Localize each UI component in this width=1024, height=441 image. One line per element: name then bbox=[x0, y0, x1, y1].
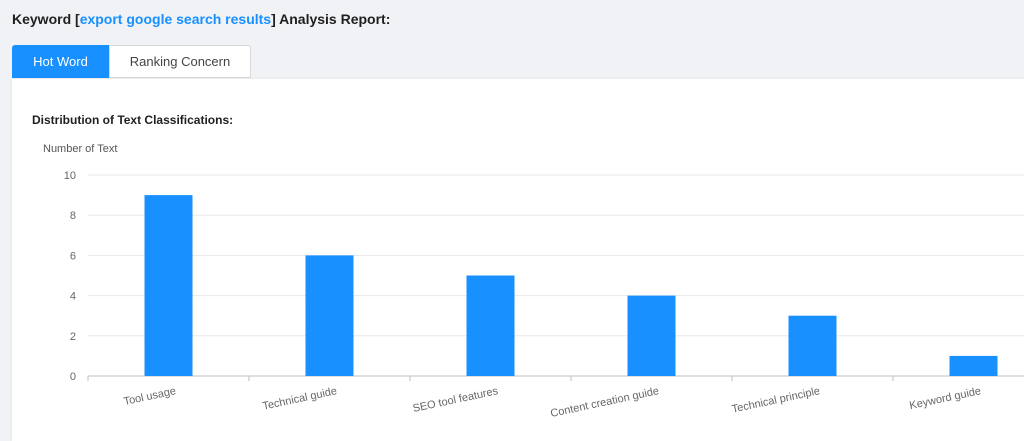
y-tick-label: 8 bbox=[70, 210, 76, 222]
bar-chart: 0 2 4 6 8 10 Tool usage Technical guide SEO tool… bbox=[64, 170, 1024, 420]
x-tick-label: Tool usage bbox=[123, 385, 178, 408]
y-axis-label: Number of Text bbox=[43, 143, 118, 155]
chart-panel: Distribution of Text Classifications: Nu… bbox=[12, 79, 1024, 441]
report-title-prefix: Keyword [ bbox=[12, 11, 80, 27]
bar bbox=[627, 295, 676, 376]
report-keyword-link[interactable]: export google search results bbox=[79, 11, 272, 27]
tab-bar: Hot Word Ranking Concern bbox=[12, 45, 251, 78]
chart-title: Distribution of Text Classifications: bbox=[32, 113, 234, 127]
bar bbox=[144, 195, 193, 376]
report-title-suffix: ] Analysis Report: bbox=[271, 11, 391, 27]
y-tick-label: 6 bbox=[70, 250, 76, 262]
x-tick-label: Technical principle bbox=[731, 385, 821, 415]
bar bbox=[305, 255, 354, 376]
x-tick-label: Content creation guide bbox=[549, 385, 660, 420]
y-tick-label: 2 bbox=[70, 331, 76, 343]
tab-hot-word[interactable]: Hot Word bbox=[12, 45, 109, 78]
tab-ranking-concern[interactable]: Ranking Concern bbox=[109, 45, 251, 78]
bar bbox=[788, 315, 837, 376]
bar bbox=[466, 275, 515, 376]
y-tick-label: 4 bbox=[70, 291, 76, 303]
y-tick-label: 10 bbox=[64, 170, 76, 182]
x-tick-label: SEO tool features bbox=[412, 385, 500, 415]
bar bbox=[949, 355, 998, 376]
x-tick-label: Technical guide bbox=[261, 385, 338, 413]
x-tick-label: Keyword guide bbox=[908, 385, 982, 412]
report-title: Keyword [export google search results] A… bbox=[12, 11, 390, 27]
y-tick-label: 0 bbox=[70, 371, 76, 383]
